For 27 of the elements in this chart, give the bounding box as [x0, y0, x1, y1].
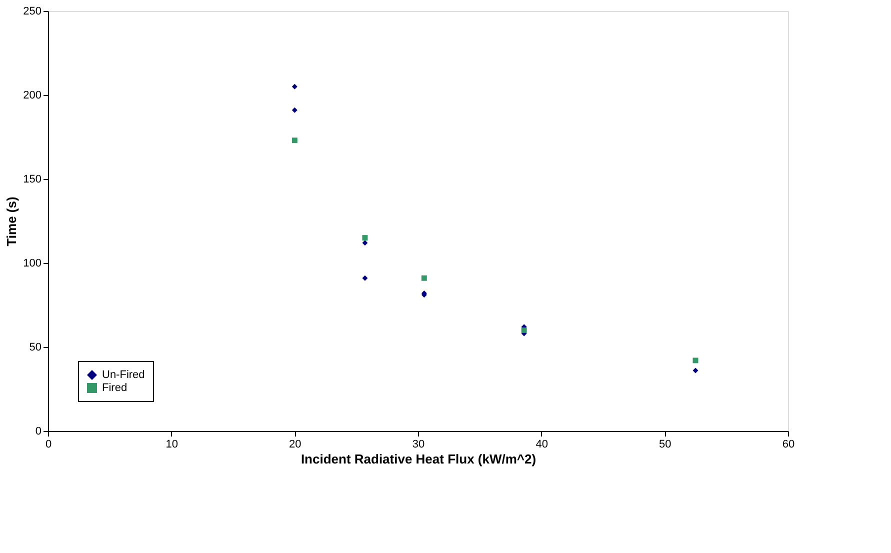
y-tick-label: 50 [29, 342, 42, 354]
y-axis-title: Time (s) [4, 196, 20, 246]
point [521, 327, 527, 333]
point [692, 368, 698, 374]
y-tick-label: 200 [23, 90, 42, 102]
point [292, 107, 298, 113]
point [692, 358, 698, 364]
y-tick-label: 100 [23, 258, 42, 270]
legend-label: Fired [102, 382, 128, 394]
x-tick-label: 10 [166, 438, 178, 450]
y-tick-label: 250 [23, 6, 42, 18]
point [362, 240, 368, 246]
x-tick-label: 60 [782, 438, 795, 450]
y-tick-label: 0 [35, 426, 42, 438]
x-tick-label: 20 [289, 438, 302, 450]
point [421, 275, 427, 281]
x-tick-label: 40 [536, 438, 548, 450]
legend-label: Un-Fired [102, 369, 145, 381]
point [292, 84, 298, 90]
x-axis-title: Incident Radiative Heat Flux (kW/m^2) [300, 452, 536, 466]
x-tick-label: 50 [659, 438, 672, 450]
y-tick-label: 150 [23, 174, 42, 186]
x-tick-label: 0 [45, 438, 52, 450]
x-tick-label: 30 [412, 438, 425, 450]
point [292, 138, 298, 144]
point [362, 275, 368, 281]
point [362, 235, 368, 241]
